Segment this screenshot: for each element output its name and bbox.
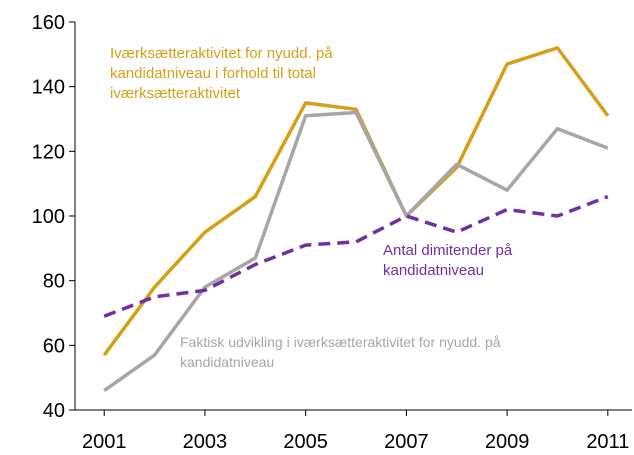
x-tick-label: 2011 xyxy=(586,431,629,453)
series-line xyxy=(102,46,610,357)
y-tick-label: 40 xyxy=(43,400,65,422)
x-tick-label: 2005 xyxy=(283,431,328,453)
x-tick-label: 2003 xyxy=(183,431,228,453)
series-line xyxy=(103,110,609,393)
series-label: Antal dimitender på kandidatniveau xyxy=(383,242,513,279)
y-tick-label: 60 xyxy=(43,335,65,357)
y-tick-label: 80 xyxy=(43,271,65,293)
y-tick-label: 160 xyxy=(32,12,65,34)
x-tick-label: 2007 xyxy=(384,431,429,453)
series-line xyxy=(103,194,609,318)
series-label: Faktisk udvikling i iværksætteraktivitet… xyxy=(180,334,501,370)
x-tick-label: 2009 xyxy=(485,431,530,453)
series-label: Iværksætteraktivitet for nyudd. på kandi… xyxy=(110,45,333,102)
y-tick-label: 120 xyxy=(32,141,65,163)
y-tick-label: 140 xyxy=(32,77,65,99)
x-tick-label: 2001 xyxy=(82,431,127,453)
y-tick-label: 100 xyxy=(32,206,65,228)
